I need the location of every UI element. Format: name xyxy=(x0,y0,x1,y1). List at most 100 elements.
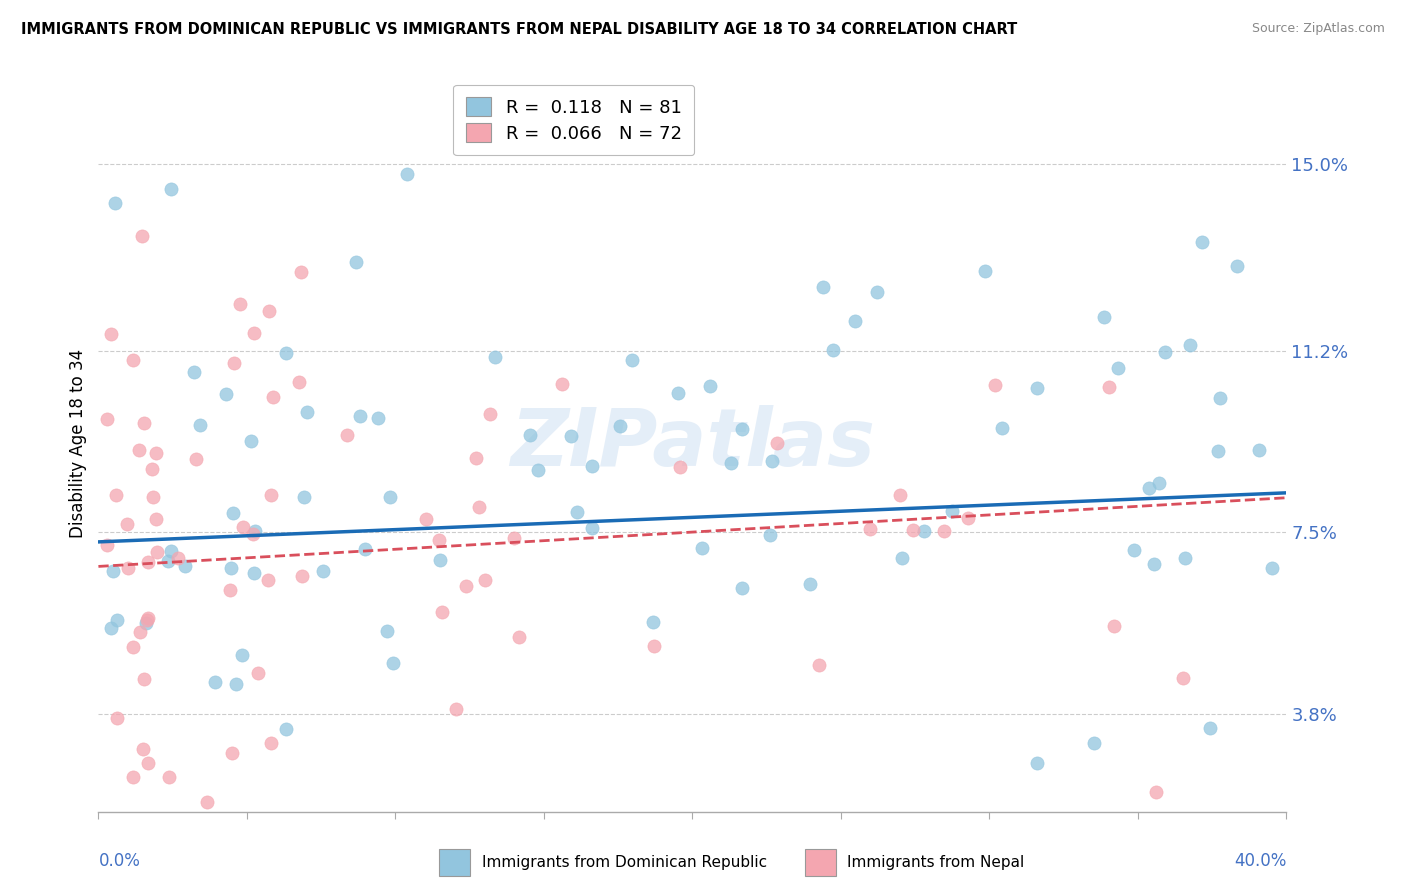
Point xyxy=(468,500,491,514)
Point xyxy=(1143,557,1166,571)
Point xyxy=(135,616,157,631)
Text: 40.0%: 40.0% xyxy=(1234,852,1286,870)
Point xyxy=(219,583,242,598)
Point xyxy=(354,541,377,556)
Point xyxy=(117,561,139,575)
Point xyxy=(215,386,238,401)
Point xyxy=(96,412,118,426)
Point xyxy=(183,365,205,379)
Point xyxy=(581,458,603,473)
Point xyxy=(430,605,453,619)
Point xyxy=(157,771,180,785)
Point xyxy=(156,554,179,568)
Point xyxy=(246,665,269,680)
Point xyxy=(174,559,197,574)
Point xyxy=(891,551,914,566)
Point xyxy=(1249,443,1271,458)
Point xyxy=(1123,543,1146,558)
Point xyxy=(344,255,367,269)
Point xyxy=(160,544,183,558)
Point xyxy=(668,386,690,401)
Point xyxy=(256,573,278,587)
Point xyxy=(225,677,247,691)
Point xyxy=(934,524,956,538)
Point xyxy=(122,640,145,655)
Point xyxy=(912,524,935,538)
Point xyxy=(761,454,783,468)
Point xyxy=(759,527,782,541)
Point xyxy=(243,566,266,580)
Point xyxy=(290,265,312,279)
Point xyxy=(669,460,692,475)
Point xyxy=(349,409,371,424)
Text: 0.0%: 0.0% xyxy=(98,852,141,870)
Point xyxy=(122,353,145,368)
Point xyxy=(1026,756,1049,770)
Point xyxy=(474,573,496,587)
Point xyxy=(866,285,889,299)
Point xyxy=(136,613,159,627)
Point xyxy=(312,564,335,578)
Point xyxy=(813,280,835,294)
Point xyxy=(1209,392,1232,406)
Text: Immigrants from Nepal: Immigrants from Nepal xyxy=(846,855,1025,870)
Point xyxy=(245,524,267,539)
Point xyxy=(184,451,207,466)
Point xyxy=(195,795,218,809)
Point xyxy=(262,390,284,404)
Point xyxy=(224,356,246,370)
Point xyxy=(288,375,311,389)
Point xyxy=(146,545,169,559)
Point xyxy=(117,516,139,531)
Point xyxy=(260,488,283,502)
Point xyxy=(1098,380,1121,394)
Point xyxy=(1137,481,1160,495)
Point xyxy=(720,456,742,470)
Point xyxy=(122,771,145,785)
Point xyxy=(415,512,437,526)
Point xyxy=(103,564,125,578)
Text: Immigrants from Dominican Republic: Immigrants from Dominican Republic xyxy=(482,855,766,870)
Point xyxy=(941,503,963,517)
Point xyxy=(395,167,418,181)
Point xyxy=(141,462,163,476)
Point xyxy=(257,304,280,318)
Point xyxy=(131,228,153,243)
Point xyxy=(446,702,468,716)
Point xyxy=(96,538,118,552)
Point xyxy=(1191,235,1213,249)
Point xyxy=(100,326,122,341)
Point xyxy=(145,446,167,460)
Point xyxy=(100,621,122,635)
Point xyxy=(519,428,541,442)
Point xyxy=(609,418,631,433)
Point xyxy=(134,416,156,430)
Point xyxy=(484,350,506,364)
Point xyxy=(807,658,830,673)
Point xyxy=(1260,560,1282,574)
Point xyxy=(844,314,866,328)
Point xyxy=(974,264,997,278)
Point xyxy=(1180,338,1202,352)
Point xyxy=(104,196,127,211)
Point xyxy=(231,648,253,662)
Point xyxy=(567,505,589,519)
Point xyxy=(527,463,550,477)
Point xyxy=(821,343,844,357)
Point xyxy=(1083,736,1105,750)
Point xyxy=(429,553,451,567)
Point xyxy=(1174,551,1197,566)
Point xyxy=(731,581,754,595)
Point xyxy=(859,522,882,536)
Point xyxy=(367,411,389,425)
Point xyxy=(276,722,298,736)
Point xyxy=(799,576,821,591)
Point xyxy=(465,450,488,465)
Point xyxy=(621,353,644,368)
Point xyxy=(1154,345,1177,359)
Point xyxy=(1107,360,1129,375)
Point xyxy=(159,182,181,196)
Point xyxy=(243,326,266,341)
Point xyxy=(232,519,254,533)
Point xyxy=(132,742,155,756)
